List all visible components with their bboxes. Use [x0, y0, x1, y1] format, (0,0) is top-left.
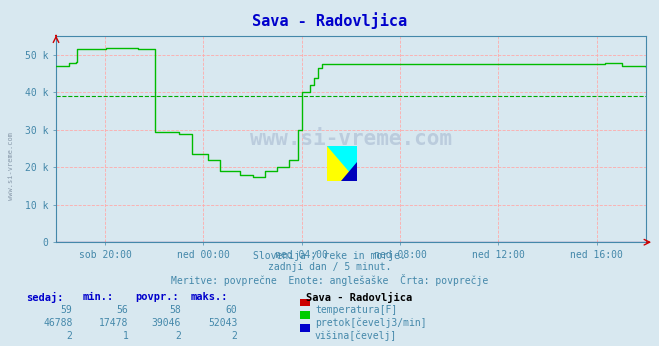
Text: Slovenija / reke in morje.: Slovenija / reke in morje. — [253, 251, 406, 261]
Text: www.si-vreme.com: www.si-vreme.com — [250, 129, 452, 149]
Text: 2: 2 — [67, 331, 72, 341]
Text: Meritve: povprečne  Enote: anglešaške  Črta: povprečje: Meritve: povprečne Enote: anglešaške Črt… — [171, 274, 488, 286]
Text: Sava - Radovljica: Sava - Radovljica — [306, 292, 413, 303]
Text: maks.:: maks.: — [191, 292, 229, 302]
Text: Sava - Radovljica: Sava - Radovljica — [252, 12, 407, 29]
Text: 58: 58 — [169, 305, 181, 315]
Polygon shape — [341, 162, 357, 181]
Polygon shape — [328, 146, 357, 181]
Text: povpr.:: povpr.: — [135, 292, 179, 302]
Text: 17478: 17478 — [99, 318, 129, 328]
Text: pretok[čevelj3/min]: pretok[čevelj3/min] — [315, 318, 426, 328]
Text: 2: 2 — [175, 331, 181, 341]
Text: višina[čevelj]: višina[čevelj] — [315, 331, 397, 341]
Text: min.:: min.: — [82, 292, 113, 302]
Text: 60: 60 — [225, 305, 237, 315]
Text: 46788: 46788 — [43, 318, 72, 328]
Text: 56: 56 — [117, 305, 129, 315]
Text: www.si-vreme.com: www.si-vreme.com — [8, 132, 14, 200]
Text: 39046: 39046 — [152, 318, 181, 328]
Text: zadnji dan / 5 minut.: zadnji dan / 5 minut. — [268, 262, 391, 272]
Text: 2: 2 — [231, 331, 237, 341]
Text: temperatura[F]: temperatura[F] — [315, 305, 397, 315]
Text: 1: 1 — [123, 331, 129, 341]
Bar — [328, 146, 357, 181]
Text: sedaj:: sedaj: — [26, 292, 64, 303]
Text: 59: 59 — [61, 305, 72, 315]
Text: 52043: 52043 — [208, 318, 237, 328]
